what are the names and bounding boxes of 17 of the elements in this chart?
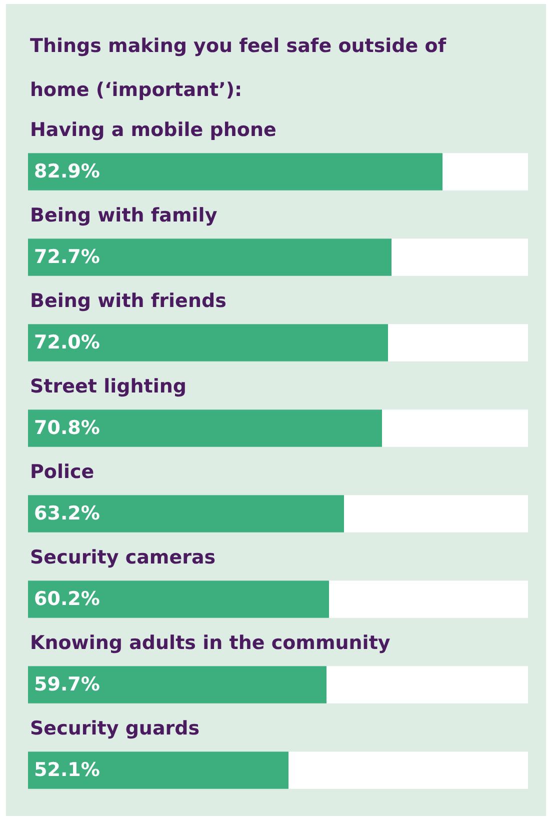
data-label: 70.8% bbox=[34, 417, 100, 440]
y-tick-label: Street lighting bbox=[30, 376, 186, 398]
data-label: 59.7% bbox=[34, 674, 100, 696]
y-tick-label: Security cameras bbox=[30, 546, 216, 569]
data-label: 72.0% bbox=[34, 332, 100, 354]
data-label: 52.1% bbox=[34, 759, 100, 782]
y-tick-label: Being with friends bbox=[30, 290, 226, 312]
y-tick-label: Having a mobile phone bbox=[30, 119, 276, 142]
y-tick-label: Police bbox=[30, 461, 94, 484]
data-label: 72.7% bbox=[34, 246, 100, 268]
y-tick-label: Being with family bbox=[30, 204, 218, 227]
data-label: 82.9% bbox=[34, 160, 100, 183]
data-label: 60.2% bbox=[34, 588, 100, 610]
data-label: 63.2% bbox=[34, 502, 100, 525]
y-tick-label: Knowing adults in the community bbox=[30, 632, 391, 654]
y-tick-label: Security guards bbox=[30, 718, 200, 740]
chart-title: Things making you feel safe outside of home (‘important’): bbox=[30, 34, 448, 103]
